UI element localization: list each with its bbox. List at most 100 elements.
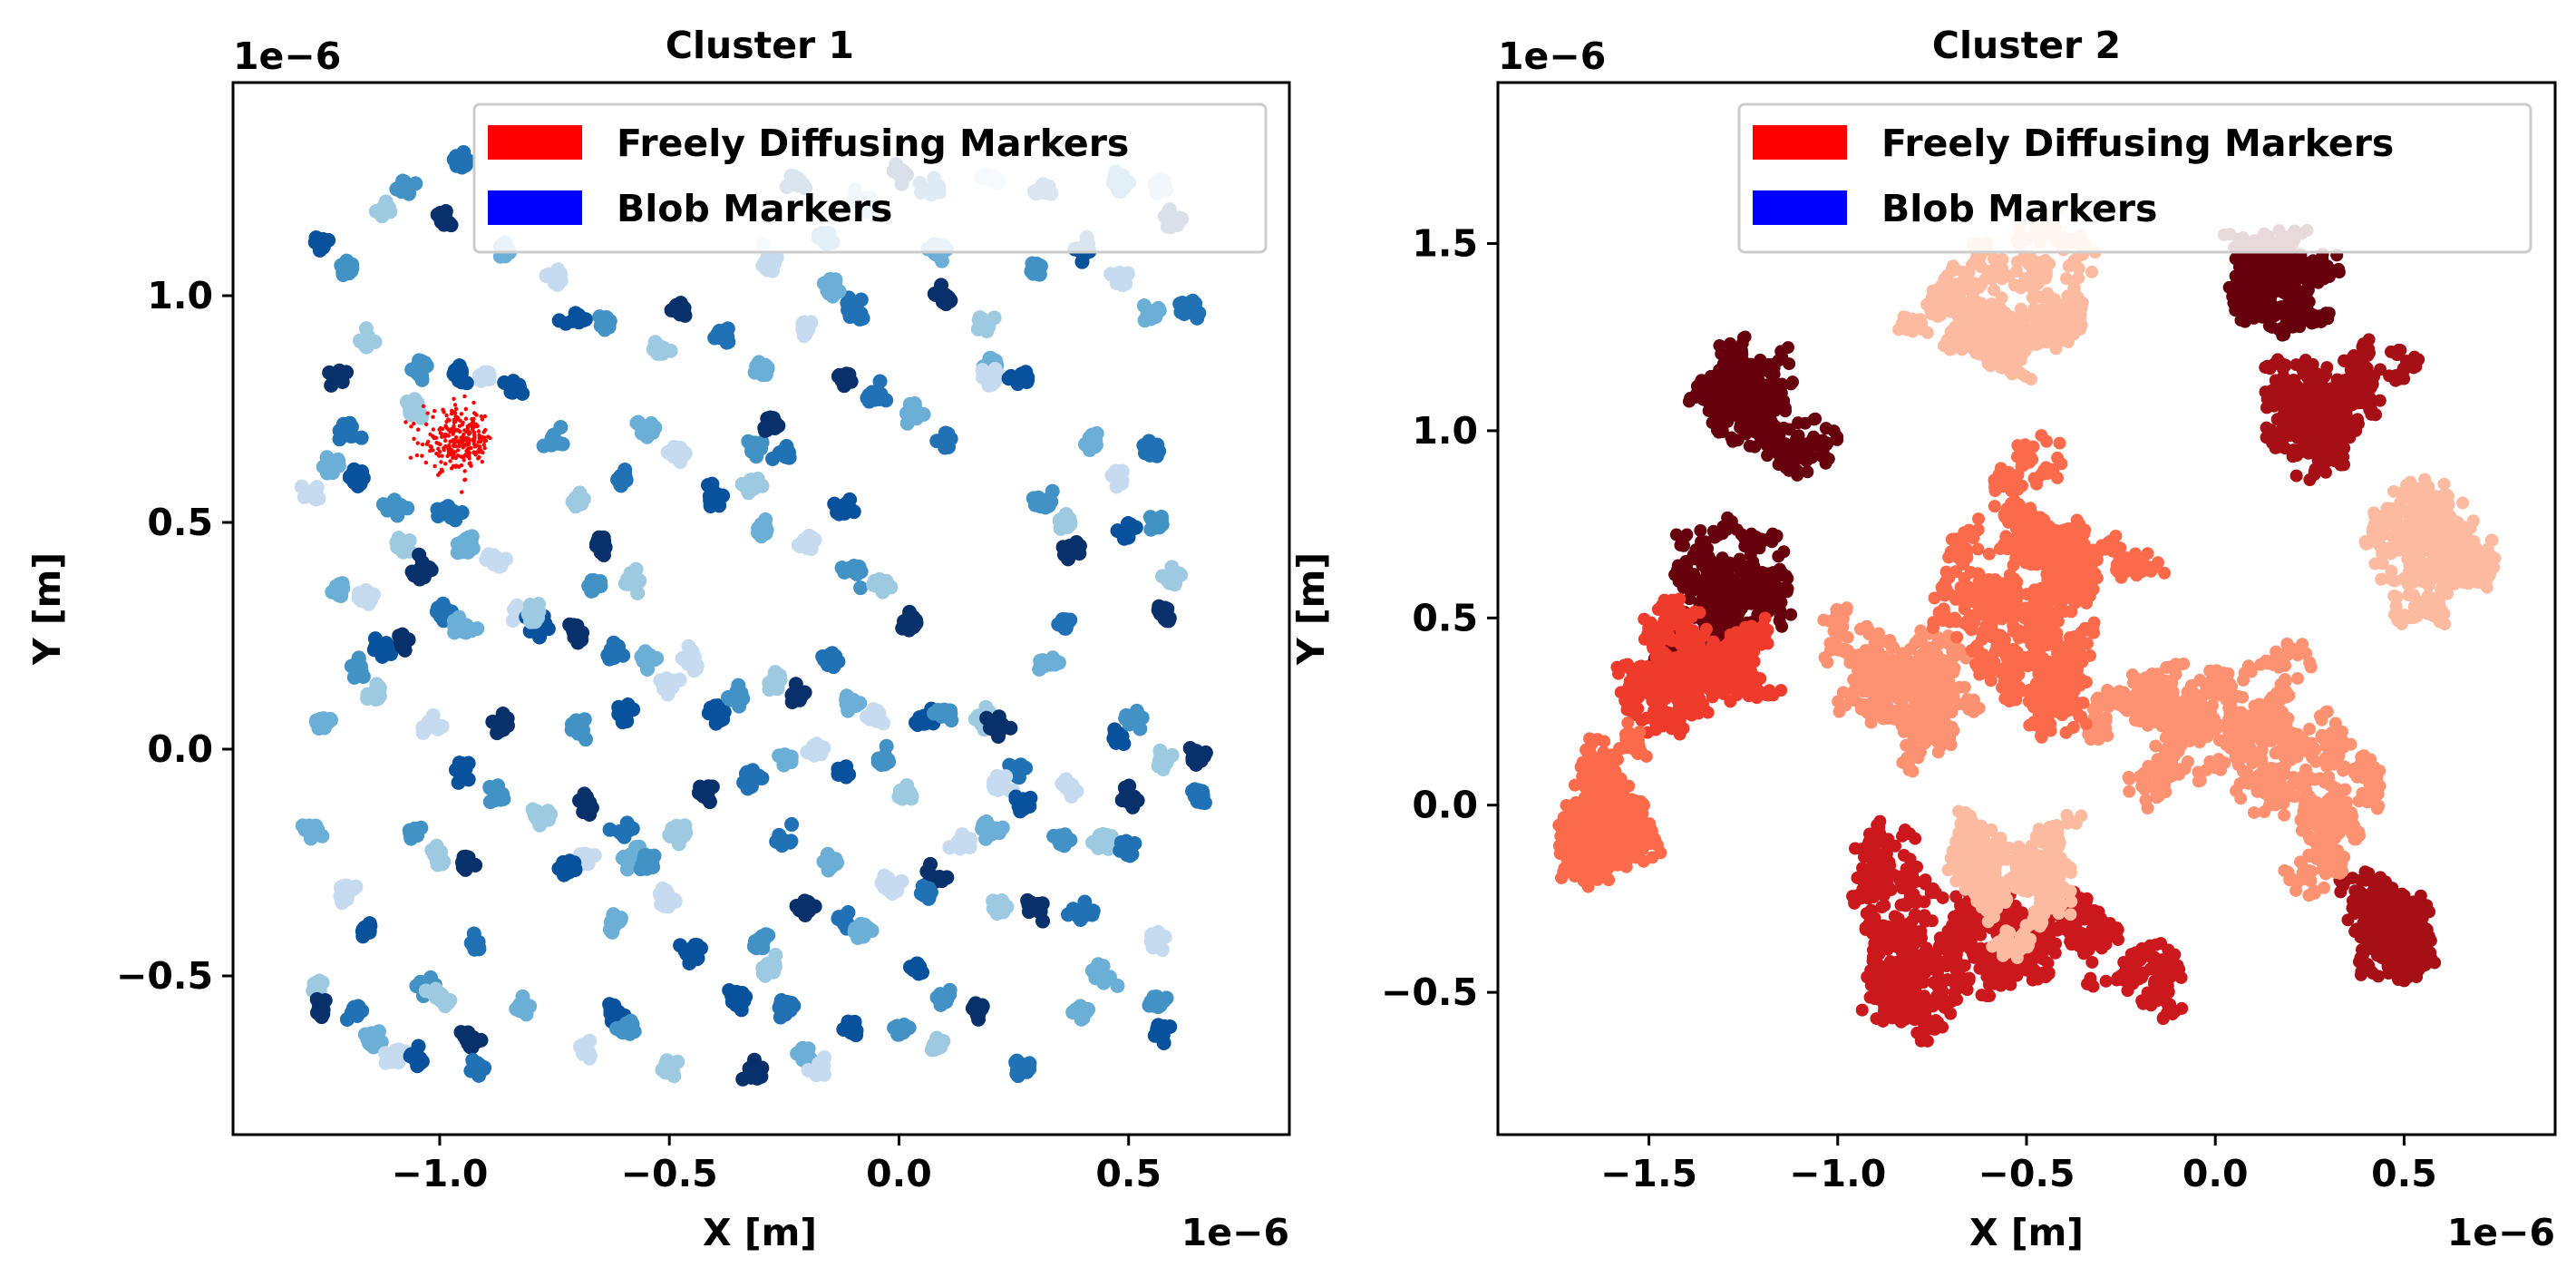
blob-marker-dot	[512, 997, 528, 1012]
blob-marker-dot	[602, 921, 617, 937]
blob-marker	[608, 1013, 642, 1041]
trajectory-dot	[1801, 465, 1814, 479]
blob-marker-dot	[315, 828, 330, 843]
blob-marker	[1136, 298, 1167, 328]
blob-marker	[368, 194, 398, 224]
blob-marker-dot	[547, 433, 562, 448]
blob-marker-dot	[1058, 506, 1074, 522]
cluster-1-scatter-points	[294, 144, 1213, 1087]
freely-diffusing-dot	[415, 427, 421, 432]
blob-marker	[1172, 293, 1207, 326]
blob-marker	[1046, 827, 1078, 853]
blob-marker-dot	[904, 791, 919, 806]
blob-marker	[986, 892, 1015, 921]
blob-marker	[564, 712, 594, 747]
blob-marker	[1104, 463, 1130, 494]
blob-marker-dot	[706, 486, 722, 502]
freely-diffusing-dot	[452, 396, 456, 402]
blob-marker-dot	[800, 316, 815, 331]
trajectory-series	[2259, 333, 2425, 487]
blob-marker-dot	[1036, 658, 1052, 674]
freely-diffusing-dot	[403, 420, 408, 424]
blob-marker-dot	[687, 938, 703, 953]
freely-diffusing-dot	[452, 424, 456, 429]
trajectory-dot	[1717, 619, 1731, 633]
freely-diffusing-dot	[433, 463, 437, 469]
blob-marker	[430, 203, 459, 233]
blob-marker	[617, 561, 647, 600]
trajectory-dot	[1694, 578, 1707, 591]
blob-marker	[1182, 741, 1213, 772]
blob-marker-dot	[412, 547, 427, 562]
freely-diffusing-dot	[459, 454, 463, 459]
blob-marker	[942, 827, 978, 856]
blob-marker	[965, 996, 990, 1027]
trajectory-dot	[1732, 596, 1745, 609]
blob-marker	[551, 853, 583, 882]
blob-marker-dot	[792, 902, 807, 918]
freely-diffusing-dot	[446, 446, 451, 452]
cluster-1-x-offset-label: 1e−6	[1181, 1211, 1289, 1254]
blob-marker	[404, 353, 434, 387]
freely-diffusing-dot	[439, 434, 444, 439]
blob-marker-dot	[384, 1050, 400, 1066]
blob-marker	[602, 815, 640, 844]
blob-marker	[765, 438, 797, 466]
blob-marker-dot	[866, 707, 881, 723]
trajectory-dot	[1777, 421, 1791, 434]
blob-marker	[446, 144, 475, 175]
blob-marker	[446, 609, 485, 640]
blob-marker-dot	[831, 506, 847, 522]
freely-diffusing-dot	[471, 419, 476, 424]
blob-marker-dot	[623, 1025, 638, 1040]
blob-marker	[926, 702, 959, 728]
blob-marker-dot	[436, 613, 452, 629]
blob-marker	[316, 450, 346, 481]
blob-marker-dot	[952, 841, 967, 856]
blob-marker-dot	[759, 262, 774, 278]
blob-marker	[1084, 957, 1125, 993]
freely-diffusing-dot	[461, 435, 465, 440]
trajectory-dot	[2320, 361, 2334, 375]
blob-marker-dot	[770, 681, 785, 697]
trajectory-dot	[1704, 379, 1717, 393]
freely-diffusing-dot	[448, 459, 452, 463]
trajectory-dot	[2359, 361, 2373, 375]
blob-marker	[662, 818, 694, 852]
blob-marker-dot	[809, 1068, 824, 1083]
blob-marker-dot	[412, 571, 427, 587]
blob-marker	[1151, 599, 1177, 629]
blob-marker-dot	[357, 1027, 373, 1042]
blob-marker-dot	[332, 363, 347, 378]
blob-marker-dot	[625, 573, 640, 589]
blob-marker	[592, 309, 617, 337]
blob-marker	[1147, 1018, 1178, 1050]
blob-marker-dot	[357, 920, 373, 935]
blob-marker-dot	[1001, 371, 1016, 386]
trajectory-dot	[1774, 609, 1787, 622]
blob-marker-dot	[841, 703, 856, 718]
freely-diffusing-dot	[453, 464, 458, 469]
freely-diffusing-dot	[412, 421, 416, 426]
blob-marker-dot	[934, 708, 949, 724]
blob-marker-dot	[360, 336, 375, 351]
blob-marker-dot	[423, 562, 439, 578]
blob-marker-dot	[1142, 447, 1158, 463]
blob-marker-dot	[749, 771, 764, 786]
blob-marker	[675, 639, 705, 678]
blob-marker-dot	[420, 720, 435, 736]
blob-marker-dot	[929, 990, 945, 1005]
blob-marker	[1151, 743, 1180, 776]
trajectory-dot	[2306, 357, 2319, 371]
blob-marker-dot	[1099, 970, 1114, 985]
blob-marker	[847, 916, 880, 945]
freely-diffusing-dot	[452, 417, 457, 423]
blob-marker-dot	[1068, 539, 1084, 554]
trajectory-dot	[2318, 387, 2332, 401]
blob-marker-dot	[1078, 907, 1094, 922]
cluster-1-axes-frame	[231, 81, 1291, 1136]
freely-diffusing-dot	[461, 443, 466, 447]
blob-marker	[377, 1042, 413, 1070]
freely-diffusing-dot	[438, 431, 442, 435]
blob-marker	[611, 697, 641, 730]
